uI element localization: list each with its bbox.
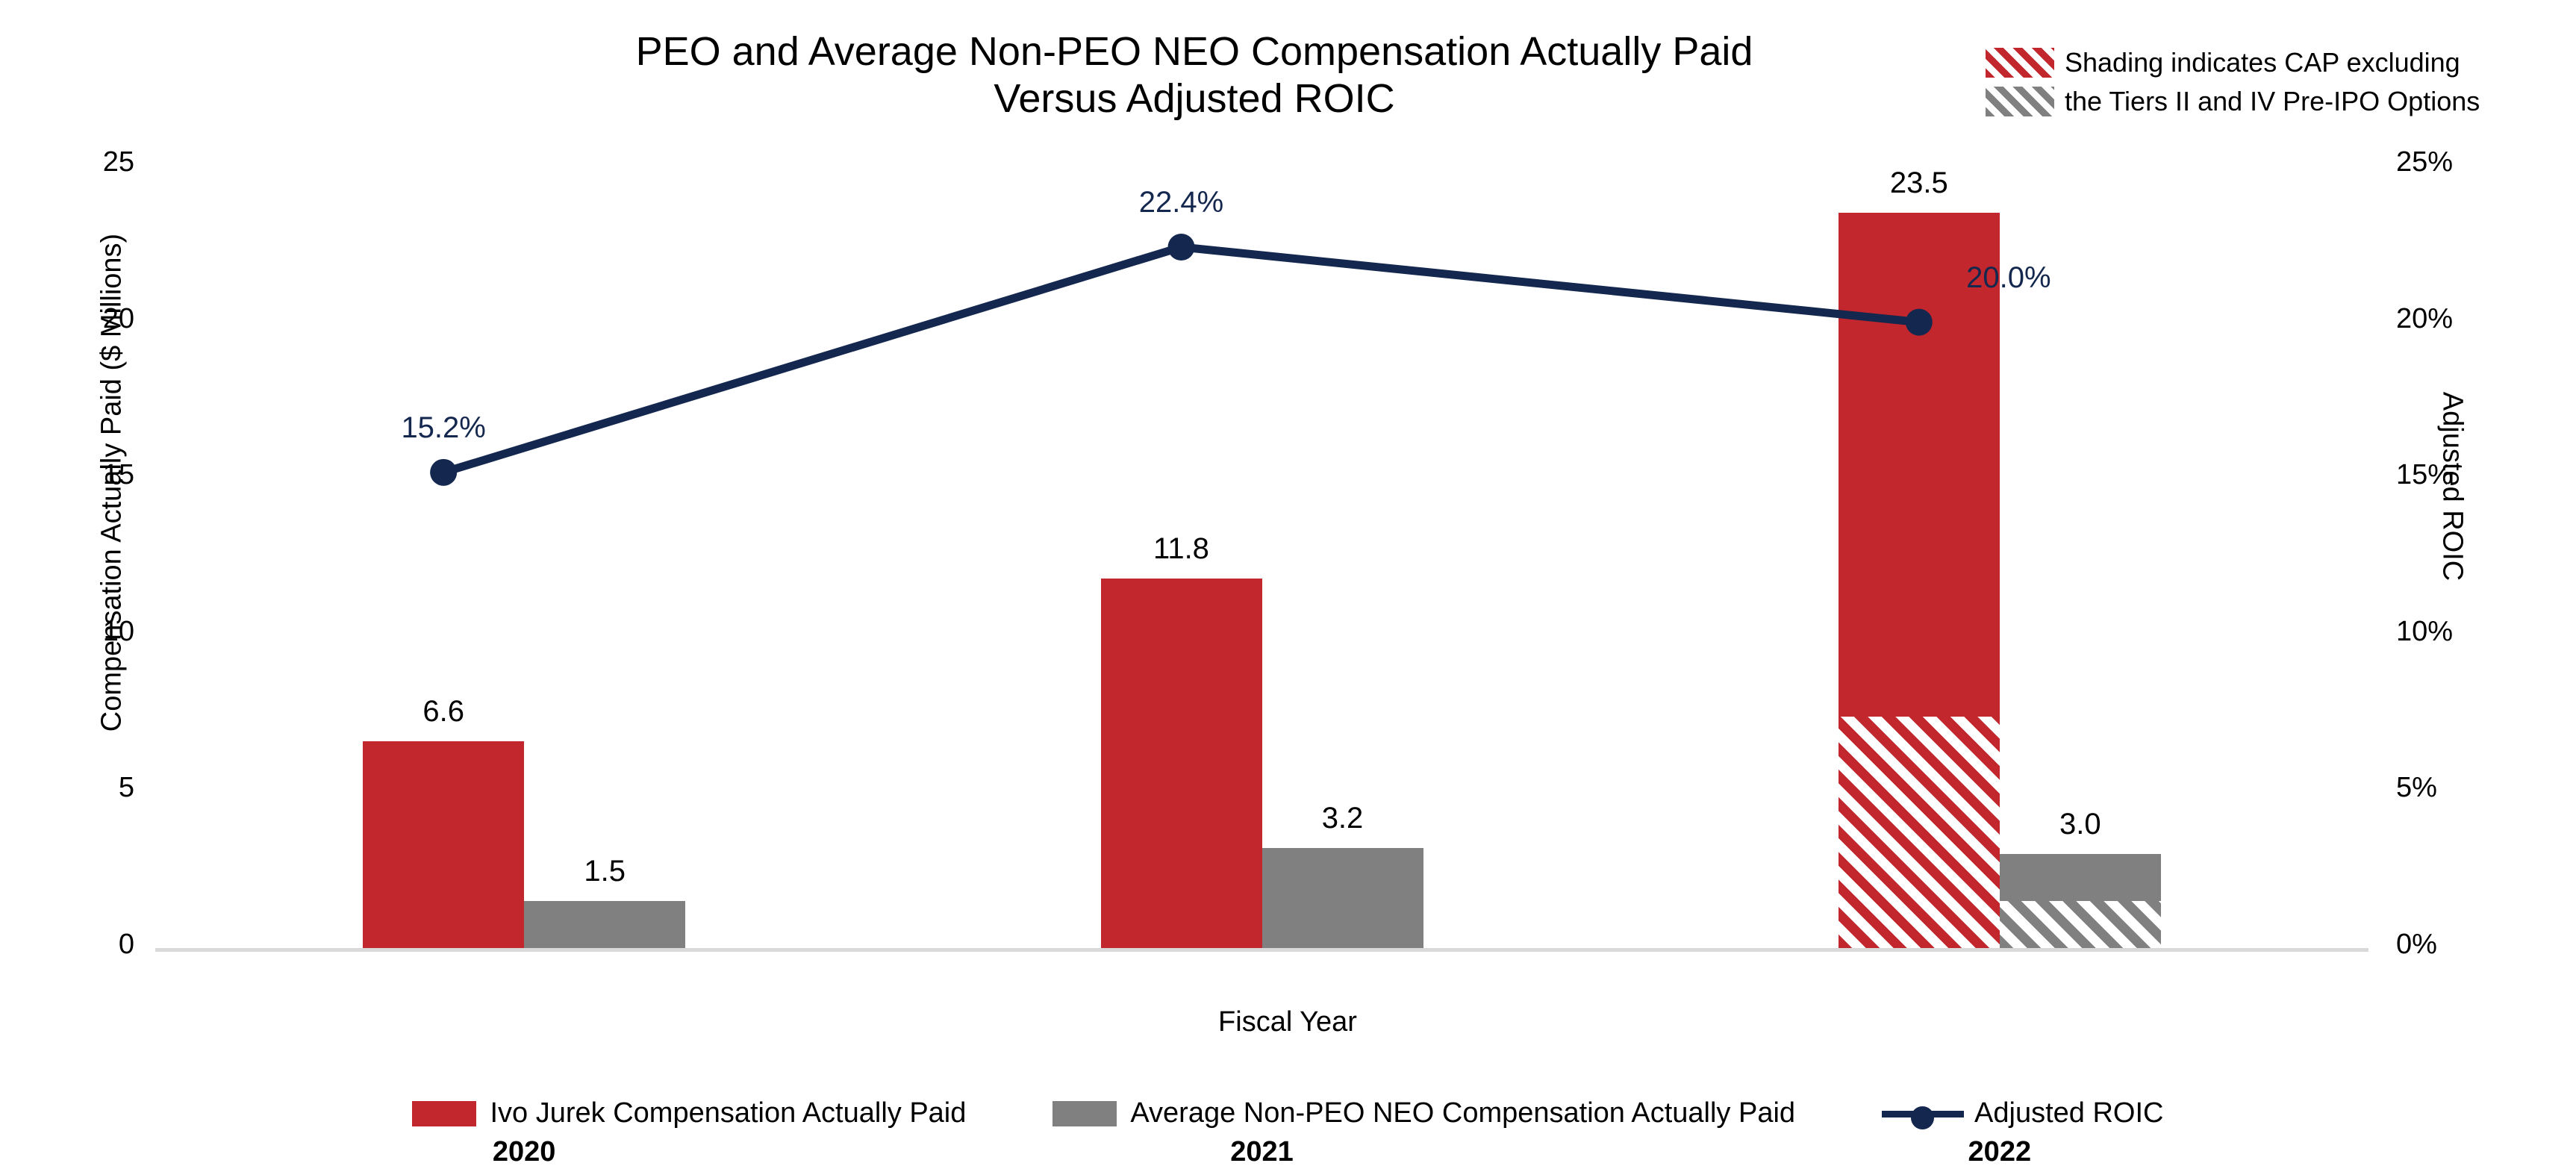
roic-marker-2022[interactable]	[1905, 308, 1933, 336]
y-tick-left-0: 0	[118, 929, 134, 960]
cap-annotation-text-1: Shading indicates CAP excluding	[2065, 47, 2460, 78]
y-tick-left-1: 5	[118, 772, 134, 804]
x-tick-2021: 2021	[1230, 1136, 1294, 1168]
bar-value-label-2021-series-1: 3.2	[1321, 801, 1364, 835]
bar-value-label-2020-series-0: 6.6	[422, 695, 464, 729]
cap-annotation-row-1: Shading indicates CAP excluding	[1986, 43, 2576, 82]
cap-annotation-text-2: the Tiers II and IV Pre-IPO Options	[2065, 86, 2480, 116]
bar-hatch-2022-series-0	[1838, 716, 2000, 948]
x-tick-2022: 2022	[1968, 1136, 2032, 1168]
bar-value-label-2020-series-1: 1.5	[584, 855, 626, 888]
x-axis-baseline	[155, 948, 2368, 952]
bar-2021-series-1[interactable]	[1262, 847, 1423, 948]
roic-value-label-2021: 22.4%	[1138, 185, 1224, 219]
legend-item-0[interactable]: Ivo Jurek Compensation Actually Paid	[412, 1097, 966, 1129]
bar-2020-series-1[interactable]	[524, 901, 686, 948]
chart-title: PEO and Average Non-PEO NEO Compensation…	[478, 28, 1911, 122]
chart-legend: Ivo Jurek Compensation Actually Paid Aver…	[0, 1097, 2576, 1129]
gray-hatch-swatch-icon	[1986, 87, 2054, 116]
legend-line-marker-icon	[1882, 1101, 1965, 1129]
y-tick-right-1: 5%	[2396, 772, 2437, 804]
bar-2020-series-0[interactable]	[363, 741, 525, 948]
y-tick-left-2: 10	[102, 615, 134, 647]
legend-item-1[interactable]: Average Non-PEO NEO Compensation Actuall…	[1052, 1097, 1795, 1129]
plot-area: 0 5 10 15 20 25 0% 5% 10% 15% 20% 25% 6.6 1.5 11.8 3.…	[103, 146, 2453, 1168]
y-tick-left-4: 20	[102, 302, 134, 334]
y-tick-right-0: 0%	[2396, 929, 2437, 960]
roic-value-label-2020: 15.2%	[401, 411, 486, 444]
adjusted-roic-line	[430, 233, 1933, 486]
cap-annotation-row-2: the Tiers II and IV Pre-IPO Options	[1986, 82, 2576, 121]
chart-title-line-1: PEO and Average Non-PEO NEO Compensation…	[635, 29, 1753, 74]
legend-item-2[interactable]: Adjusted ROIC	[1882, 1097, 2164, 1129]
legend-swatch-icon-1	[1052, 1100, 1117, 1126]
legend-label-0: Ivo Jurek Compensation Actually Paid	[490, 1097, 967, 1129]
chart-title-line-2: Versus Adjusted ROIC	[994, 76, 1395, 122]
bar-2022-series-1[interactable]	[1999, 854, 2161, 948]
y-tick-right-3: 15%	[2396, 459, 2454, 491]
red-hatch-swatch-icon	[1986, 48, 2054, 78]
y-tick-right-5: 25%	[2396, 146, 2454, 178]
legend-swatch-icon-0	[412, 1100, 477, 1126]
roic-line-path	[439, 243, 1924, 477]
legend-label-2: Adjusted ROIC	[1974, 1097, 2164, 1129]
bar-value-label-2022-series-1: 3.0	[2059, 808, 2101, 841]
y-tick-left-3: 15	[102, 459, 134, 491]
y-tick-left-5: 25	[102, 146, 134, 178]
legend-label-1: Average Non-PEO NEO Compensation Actuall…	[1130, 1097, 1796, 1129]
y-tick-right-4: 20%	[2396, 302, 2454, 334]
y-tick-right-2: 10%	[2396, 615, 2454, 647]
x-tick-2020: 2020	[492, 1136, 556, 1168]
roic-marker-2021[interactable]	[1167, 233, 1195, 261]
bar-value-label-2022-series-0: 23.5	[1889, 166, 1948, 199]
x-axis-title: Fiscal Year	[1218, 1006, 1357, 1038]
cap-shading-annotation: Shading indicates CAP excluding the Tier…	[1986, 43, 2576, 121]
bar-hatch-2022-series-1	[1999, 901, 2161, 948]
roic-marker-2020[interactable]	[430, 458, 458, 486]
roic-value-label-2022: 20.0%	[1966, 261, 2051, 294]
bar-2022-series-0[interactable]	[1838, 212, 2000, 948]
bar-2021-series-0[interactable]	[1100, 579, 1262, 948]
bar-value-label-2021-series-0: 11.8	[1153, 532, 1209, 566]
